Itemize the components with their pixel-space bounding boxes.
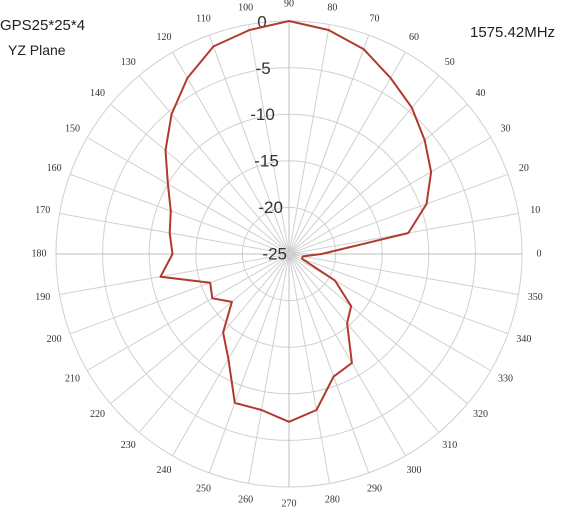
grid-spoke — [288, 103, 468, 255]
grid-spoke — [288, 173, 509, 255]
angle-tick-label: 260 — [238, 495, 253, 506]
grid-spoke — [69, 253, 290, 335]
angle-tick-label: 320 — [473, 409, 488, 420]
grid-spoke — [288, 253, 406, 457]
angle-tick-label: 250 — [196, 483, 211, 494]
polar-grid — [55, 20, 523, 488]
angle-tick-label: 70 — [370, 14, 380, 25]
grid-spoke — [288, 253, 440, 433]
grid-spoke — [86, 253, 290, 371]
angle-tick-label: 330 — [498, 374, 513, 385]
grid-spoke — [288, 137, 492, 255]
radial-tick-label: -25 — [262, 245, 287, 264]
angle-tick-label: 110 — [196, 14, 211, 25]
angle-tick-label: 290 — [367, 483, 382, 494]
grid-spoke — [288, 253, 519, 295]
angle-tick-label: 230 — [121, 440, 136, 451]
grid-spoke — [288, 51, 406, 255]
grid-spoke — [110, 253, 290, 405]
angle-tick-label: 60 — [409, 32, 419, 43]
grid-spoke — [288, 253, 468, 405]
grid-spoke — [86, 137, 290, 255]
grid-spoke — [172, 51, 290, 255]
angle-tick-label: 190 — [35, 292, 50, 303]
grid-spoke — [110, 103, 290, 255]
radial-tick-label: -20 — [258, 198, 283, 217]
grid-spoke — [138, 75, 290, 255]
radial-tick-label: -5 — [256, 59, 271, 78]
grid-spoke — [59, 253, 290, 295]
angle-tick-label: 220 — [90, 409, 105, 420]
angle-tick-label: 180 — [32, 249, 47, 260]
grid-spoke — [138, 253, 290, 433]
frequency-annotation: 1575.42MHz — [470, 24, 556, 41]
grid-spoke — [288, 34, 370, 255]
angle-tick-label: 280 — [325, 495, 340, 506]
angle-tick-label: 200 — [47, 334, 62, 345]
angle-tick-label: 270 — [282, 499, 297, 510]
grid-spoke — [59, 213, 290, 255]
grid-spoke — [288, 75, 440, 255]
grid-spoke — [288, 253, 370, 474]
chart-subtitle: YZ Plane — [8, 42, 66, 58]
chart-title: GPS25*25*4 — [0, 17, 86, 34]
angle-tick-label: 160 — [47, 163, 62, 174]
angle-tick-label: 130 — [121, 57, 136, 68]
grid-spoke — [69, 173, 290, 255]
angle-tick-label: 300 — [407, 465, 422, 476]
angle-tick-label: 0 — [537, 249, 542, 260]
angle-tick-label: 120 — [157, 32, 172, 43]
radial-tick-label: -15 — [254, 152, 279, 171]
angle-tick-label: 50 — [445, 57, 455, 68]
angle-tick-label: 20 — [519, 163, 529, 174]
grid-spoke — [208, 253, 290, 474]
angle-tick-label: 350 — [528, 292, 543, 303]
angle-tick-label: 310 — [442, 440, 457, 451]
radial-tick-labels: 0 -5 -10 -15 -20 -25 — [250, 12, 287, 263]
angle-tick-labels: 0 10 20 30 40 50 60 70 80 90 100 110 120 130 140 150 160… — [32, 0, 543, 510]
angle-tick-label: 10 — [530, 205, 540, 216]
grid-spoke — [288, 253, 509, 335]
angle-tick-label: 340 — [516, 334, 531, 345]
angle-tick-label: 210 — [65, 374, 80, 385]
angle-tick-label: 100 — [238, 2, 253, 13]
grid-spoke — [208, 34, 290, 255]
radial-tick-label: -10 — [250, 105, 275, 124]
angle-tick-label: 170 — [35, 205, 50, 216]
angle-tick-label: 80 — [327, 2, 337, 13]
grid-spoke — [248, 253, 290, 484]
angle-tick-label: 40 — [476, 88, 486, 99]
grid-spoke — [288, 253, 330, 484]
angle-tick-label: 90 — [284, 0, 294, 10]
grid-spoke — [248, 24, 290, 255]
grid-spoke — [172, 253, 290, 457]
angle-tick-label: 150 — [65, 124, 80, 135]
grid-spoke — [288, 24, 330, 255]
series-layer — [159, 20, 433, 423]
angle-tick-label: 30 — [501, 124, 511, 135]
series-line — [159, 20, 433, 423]
angle-tick-label: 140 — [90, 88, 105, 99]
radial-tick-label: 0 — [257, 12, 266, 31]
angle-tick-label: 240 — [157, 465, 172, 476]
